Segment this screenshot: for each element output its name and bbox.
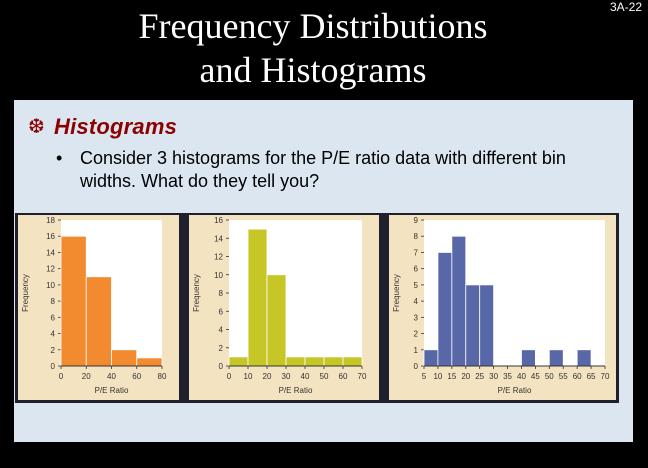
- x-tick-label: 40: [517, 372, 526, 381]
- histogram-bar: [247, 228, 268, 367]
- x-tick-label: 20: [82, 372, 91, 381]
- x-tick-label: 10: [244, 372, 253, 381]
- x-tick-label: 35: [503, 372, 512, 381]
- x-tick-label: 55: [559, 372, 568, 381]
- x-tick-label: 70: [358, 372, 367, 381]
- x-tick-label: 50: [545, 372, 554, 381]
- x-tick-label: 0: [227, 372, 232, 381]
- x-tick-label: 70: [601, 372, 610, 381]
- section-heading: Histograms: [54, 114, 178, 139]
- x-tick-label: 25: [475, 372, 484, 381]
- histogram-bar: [342, 356, 363, 367]
- x-tick-label: 40: [301, 372, 310, 381]
- x-tick-label: 40: [107, 372, 116, 381]
- y-tick-label: 8: [414, 232, 419, 241]
- y-tick-label: 10: [46, 281, 55, 290]
- y-tick-label: 0: [51, 362, 56, 371]
- x-tick-label: 10: [433, 372, 442, 381]
- y-tick-label: 5: [414, 281, 419, 290]
- y-tick-label: 8: [219, 289, 224, 298]
- y-tick-label: 6: [414, 265, 419, 274]
- y-tick-label: 18: [46, 216, 55, 225]
- histogram-bar: [423, 349, 439, 367]
- x-tick-label: 20: [461, 372, 470, 381]
- y-axis-label: Frequency: [192, 274, 201, 312]
- histogram-bar: [465, 284, 481, 367]
- y-tick-label: 0: [414, 362, 419, 371]
- x-tick-label: 80: [158, 372, 167, 381]
- histogram-bar: [576, 349, 592, 367]
- y-tick-label: 16: [214, 216, 223, 225]
- y-tick-label: 4: [414, 297, 419, 306]
- histogram-bar: [479, 284, 495, 367]
- bottom-strip: [14, 442, 633, 468]
- x-tick-label: 60: [132, 372, 141, 381]
- bullet-text: Consider 3 histograms for the P/E ratio …: [80, 148, 566, 191]
- bullet-item: • Consider 3 histograms for the P/E rati…: [56, 147, 596, 193]
- y-tick-label: 8: [51, 297, 56, 306]
- y-tick-label: 10: [214, 271, 223, 280]
- snowflake-icon: ❆: [28, 116, 45, 138]
- y-tick-label: 2: [51, 346, 56, 355]
- histogram-bar: [228, 356, 249, 367]
- y-tick-label: 3: [414, 313, 419, 322]
- x-tick-label: 65: [587, 372, 596, 381]
- x-axis-label: P/E Ratio: [279, 386, 313, 395]
- y-tick-label: 2: [414, 330, 419, 339]
- histogram-bar: [60, 235, 87, 367]
- histogram-figure: 0 2 4 6 8 10 12 14 16 18 0 20 40 60 80 P/E Ratio Frequen…: [15, 213, 619, 403]
- slide-title-line1: Frequency Distributions: [138, 6, 488, 46]
- slide-title-line2: and Histograms: [199, 50, 427, 90]
- y-tick-label: 7: [414, 248, 419, 257]
- y-tick-label: 12: [214, 253, 223, 262]
- y-tick-label: 9: [414, 216, 419, 225]
- y-tick-label: 14: [214, 234, 223, 243]
- x-axis-label: P/E Ratio: [95, 386, 129, 395]
- y-axis-label: Frequency: [392, 274, 401, 312]
- histogram-bar: [521, 349, 536, 367]
- histogram-bar: [266, 274, 287, 367]
- slide-number: 3A-22: [609, 0, 642, 14]
- x-tick-label: 15: [447, 372, 456, 381]
- x-axis-label: P/E Ratio: [498, 386, 532, 395]
- histogram-panel-2: 0 2 4 6 8 10 12 14 16 0 10 20 30 40 50 60 70 P/E Ratio Fre…: [189, 215, 379, 400]
- bullet-dot-icon: •: [56, 148, 63, 168]
- y-tick-label: 4: [219, 326, 224, 335]
- histogram-bar: [451, 235, 467, 367]
- histogram-bar: [437, 252, 453, 367]
- x-tick-label: 20: [263, 372, 272, 381]
- x-tick-label: 60: [573, 372, 582, 381]
- x-tick-label: 45: [531, 372, 540, 381]
- y-tick-label: 0: [219, 362, 224, 371]
- histogram-bar: [136, 357, 163, 367]
- histogram-bar: [323, 356, 344, 367]
- slide-title: Frequency Distributions and Histograms: [18, 4, 608, 92]
- y-tick-label: 16: [46, 232, 55, 241]
- histogram-bar: [111, 349, 138, 367]
- y-axis-label: Frequency: [21, 274, 30, 312]
- x-tick-label: 0: [59, 372, 64, 381]
- histogram-panel-1: 0 2 4 6 8 10 12 14 16 18 0 20 40 60 80 P/E Ratio Frequen…: [18, 215, 179, 400]
- y-tick-label: 4: [51, 330, 56, 339]
- y-tick-label: 12: [46, 265, 55, 274]
- histogram-bar: [285, 356, 306, 367]
- heading-row: ❆ Histograms: [28, 113, 177, 141]
- y-tick-label: 14: [46, 248, 55, 257]
- histogram-bar: [304, 356, 325, 367]
- x-tick-label: 60: [339, 372, 348, 381]
- histogram-bar: [548, 349, 564, 367]
- x-tick-label: 30: [489, 372, 498, 381]
- histogram-bar: [85, 276, 112, 367]
- y-tick-label: 2: [219, 344, 224, 353]
- x-tick-label: 30: [282, 372, 291, 381]
- y-tick-label: 1: [414, 346, 419, 355]
- y-tick-label: 6: [51, 313, 56, 322]
- y-tick-label: 6: [219, 307, 224, 316]
- x-tick-label: 50: [320, 372, 329, 381]
- x-tick-label: 5: [422, 372, 427, 381]
